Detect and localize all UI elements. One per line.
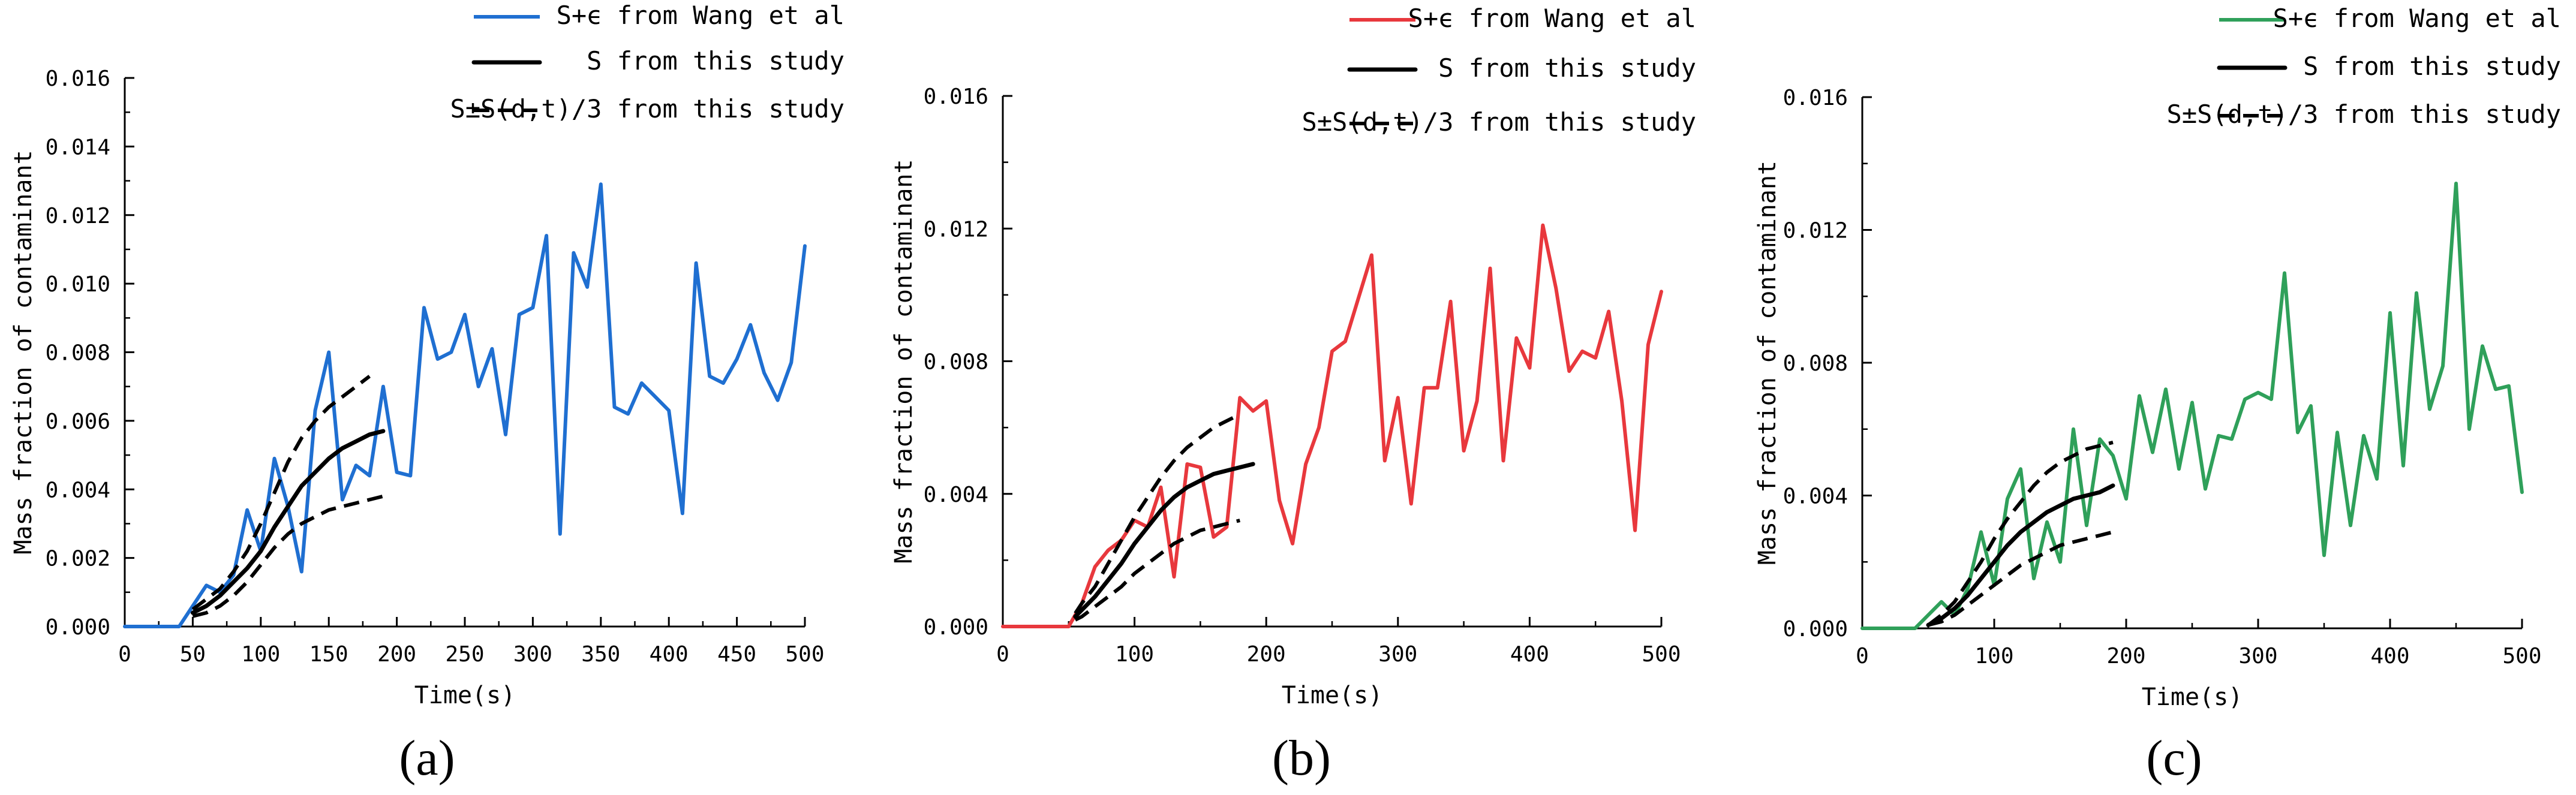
panel-label: (a) [399, 730, 455, 786]
y-tick-label: 0.006 [46, 409, 110, 434]
x-tick-label: 100 [241, 642, 280, 667]
chart-panel-2: 0 100 200 300 400 500 0.000 0.004 0.008 0.012 0.01… [1754, 4, 2561, 786]
panel-label: (c) [2146, 730, 2202, 786]
legend-label: S from this study [1438, 53, 1696, 83]
y-axis-title: Mass fraction of contaminant [10, 150, 37, 554]
legend: S+ϵ from Wang et al S from this study S±S(… [2167, 4, 2561, 129]
y-tick-label: 0.008 [924, 350, 988, 375]
x-tick-label: 50 [180, 642, 206, 667]
panel-label: (b) [1272, 730, 1331, 786]
x-tick-label: 300 [2238, 644, 2277, 668]
x-axis-title: Time(s) [414, 682, 516, 709]
band-line [191, 375, 371, 611]
legend: S+ϵ from Wang et al S from this study S±S(… [1302, 4, 1696, 137]
chart-panel-1: 0 100 200 300 400 500 0.000 0.004 0.008 0.012 0.01… [890, 4, 1696, 786]
band-line [1928, 530, 2114, 627]
x-tick-label: 200 [2106, 644, 2145, 668]
wang-data-line [123, 182, 807, 628]
x-tick-label: 0 [1856, 644, 1869, 668]
x-tick-label: 200 [377, 642, 416, 667]
fit-line [1926, 483, 2115, 627]
x-tick-label: 450 [717, 642, 756, 667]
x-axis-title: Time(s) [2142, 683, 2243, 711]
wang-data-line [1001, 223, 1663, 628]
y-tick-label: 0.012 [1783, 219, 1848, 243]
y-tick-label: 0.000 [46, 615, 110, 640]
y-tick-label: 0.000 [1783, 617, 1848, 642]
x-tick-label: 500 [1642, 642, 1681, 667]
y-tick-label: 0.010 [46, 272, 110, 297]
x-tick-label: 300 [513, 642, 552, 667]
x-tick-label: 200 [1247, 642, 1286, 667]
legend-label: S±S(d,t)/3 from this study [1302, 107, 1696, 137]
y-tick-label: 0.016 [924, 85, 988, 109]
legend-label: S±S(d,t)/3 from this study [450, 94, 844, 124]
y-tick-label: 0.004 [1783, 484, 1848, 509]
legend-label: S+ϵ from Wang et al [2273, 4, 2561, 33]
band-line [192, 494, 384, 618]
y-tick-label: 0.012 [924, 217, 988, 242]
x-axis-title: Time(s) [1282, 682, 1383, 709]
legend-label: S from this study [587, 46, 844, 76]
band-line [1074, 412, 1241, 615]
y-tick-label: 0.014 [46, 135, 110, 159]
y-axis-title: Mass fraction of contaminant [1754, 161, 1781, 565]
y-axis-title: Mass fraction of contaminant [890, 159, 918, 563]
y-tick-label: 0.008 [46, 341, 110, 366]
x-tick-label: 0 [118, 642, 131, 667]
y-tick-label: 0.012 [46, 204, 110, 228]
y-tick-label: 0.016 [46, 67, 110, 91]
x-tick-label: 500 [785, 642, 824, 667]
x-tick-label: 300 [1378, 642, 1417, 667]
y-tick-label: 0.000 [924, 615, 988, 640]
x-tick-label: 400 [1510, 642, 1549, 667]
wang-data-line [1860, 182, 2524, 630]
x-tick-label: 400 [2370, 644, 2409, 668]
x-tick-label: 500 [2502, 644, 2541, 668]
legend-label: S+ϵ from Wang et al [557, 1, 844, 30]
y-tick-label: 0.002 [46, 547, 110, 571]
y-tick-label: 0.004 [924, 483, 988, 507]
x-tick-label: 100 [1115, 642, 1154, 667]
fit-line [1073, 462, 1255, 619]
band-line [1927, 440, 2114, 627]
fit-line [190, 429, 386, 615]
legend: S+ϵ from Wang et al S from this study S±S(… [450, 1, 844, 124]
y-tick-label: 0.004 [46, 478, 110, 502]
y-tick-label: 0.008 [1783, 351, 1848, 376]
x-tick-label: 100 [1974, 644, 2013, 668]
legend-label: S±S(d,t)/3 from this study [2167, 100, 2561, 129]
x-tick-label: 350 [581, 642, 620, 667]
chart-panel-0: 0 50 100 150 200 250 300 350 400 450 500 0.000 0.002… [10, 1, 844, 786]
legend-label: S+ϵ from Wang et al [1408, 4, 1696, 33]
x-tick-label: 150 [309, 642, 348, 667]
legend-label: S from this study [2303, 52, 2561, 81]
y-tick-label: 0.016 [1783, 86, 1848, 110]
x-tick-label: 250 [445, 642, 484, 667]
x-tick-label: 400 [650, 642, 689, 667]
band-line [1074, 519, 1241, 622]
x-tick-label: 0 [996, 642, 1009, 667]
